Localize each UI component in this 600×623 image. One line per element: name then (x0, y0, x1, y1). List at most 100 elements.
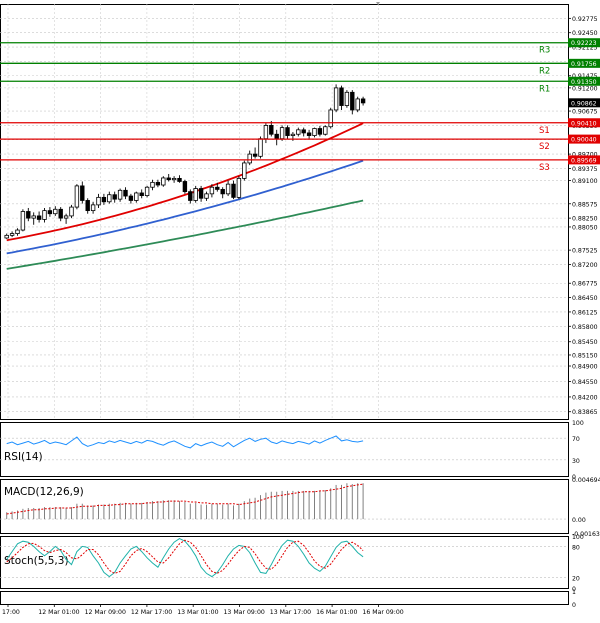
candle-body (96, 196, 101, 206)
candle-body (150, 181, 155, 188)
candle-body (58, 208, 63, 219)
time-tick-label: 17:00 (2, 609, 20, 616)
time-axis: 17:00 12 Mar 01:00 12 Mar 09:00 12 Mar 17:0… (2, 604, 404, 616)
sub-pane-frame (0, 422, 569, 477)
candle-body (26, 211, 31, 219)
candle-body (193, 188, 198, 201)
indicator-tick-label: 0.004694 (572, 477, 600, 484)
price-tick-label: 0.84900 (572, 364, 598, 371)
moving-average-red (6, 122, 364, 242)
price-tick-label: 0.86775 (572, 281, 598, 288)
price-tick-label: 0.84550 (572, 379, 598, 386)
price-tick-label: 0.86125 (572, 309, 598, 316)
candle-body (269, 125, 274, 135)
indicator-title: Stoch(5,5,3) (4, 555, 69, 567)
sub-pane-frame (0, 591, 569, 605)
level-price-label: 0.90040 (571, 137, 597, 144)
candle-body (355, 98, 360, 111)
stoch-d-line (6, 539, 364, 574)
candle-body (204, 193, 209, 199)
candle-body (166, 177, 171, 181)
indicator-tick-label: -0.00163 (572, 531, 600, 538)
candle-body (4, 234, 9, 239)
candle-body (107, 194, 112, 203)
candle-body (161, 177, 166, 186)
candle-body (258, 138, 263, 157)
candle-body (47, 210, 53, 215)
candle-body (42, 210, 47, 220)
main-price-pane[interactable]: 0.927750.924500.921250.918000.914750.912… (0, 2, 600, 420)
current-price-tag (568, 98, 600, 108)
candle-body (144, 186, 150, 197)
level-name-s2: S2 (539, 142, 550, 152)
candle-body (209, 186, 215, 195)
candle-body (279, 127, 285, 140)
level-name-s3: S3 (539, 163, 550, 173)
candle-body (290, 133, 296, 136)
price-tick-label: 0.85150 (572, 352, 598, 359)
candle-body (333, 87, 339, 111)
indicator-tick-label: 1 (572, 589, 576, 596)
price-tick-label: 0.90675 (572, 109, 598, 116)
main-pane-frame (0, 4, 569, 420)
candle-body (53, 208, 58, 215)
time-tick-label: 16 Mar 01:00 (316, 609, 357, 616)
candle-body (296, 129, 301, 135)
indicator-tick-label: 0.00 (572, 517, 586, 524)
candle-body (323, 126, 328, 135)
price-tick-label: 0.88250 (572, 216, 598, 223)
indicator-tick-label: 100 (572, 420, 584, 427)
indicator-tick-label: 30 (572, 458, 580, 465)
candle-body (134, 192, 139, 201)
candle-body (63, 215, 69, 219)
stoch-pane[interactable]: 100 80 20 0 Stoch(5,5,3) (0, 534, 584, 593)
empty-indicator-pane[interactable]: 10 (0, 589, 577, 609)
price-tick-label: 0.87525 (572, 248, 598, 255)
candle-body (350, 91, 355, 111)
rsi-line (6, 435, 364, 449)
level-price-tag (568, 58, 600, 68)
level-price-label: 0.91350 (571, 79, 597, 86)
chart-shift-icon (376, 2, 380, 5)
level-price-label: 0.91756 (571, 61, 597, 68)
time-tick-label: 12 Mar 17:00 (131, 609, 172, 616)
time-tick-label: 12 Mar 09:00 (85, 609, 126, 616)
rsi-pane[interactable]: 100 70 30 0 RSI(14) (0, 420, 584, 481)
candle-body (306, 132, 312, 136)
candle-body (171, 177, 177, 181)
moving-average-green (6, 199, 364, 270)
candle-body (312, 128, 317, 136)
price-tick-label: 0.92450 (572, 30, 598, 37)
level-name-r2: R2 (539, 66, 550, 76)
moving-average-blue (6, 159, 364, 255)
time-tick-label: 16 Mar 09:00 (362, 609, 403, 616)
level-price-tag (568, 76, 600, 86)
candle-body (263, 125, 269, 140)
indicator-tick-label: 0 (572, 586, 576, 593)
time-tick-label: 12 Mar 01:00 (38, 609, 79, 616)
candle-body (139, 192, 144, 197)
price-tick-label: 0.92125 (572, 45, 598, 52)
candle-body (155, 181, 161, 186)
indicator-tick-label: 80 (572, 544, 580, 551)
candle-body (80, 185, 85, 201)
candle-body (128, 195, 134, 201)
candle-body (20, 211, 26, 231)
candle-body (177, 177, 182, 182)
candle-body (301, 129, 306, 134)
candle-body (317, 128, 323, 135)
candle-body (112, 194, 117, 200)
candle-body (85, 200, 90, 212)
price-tick-label: 0.89375 (572, 166, 598, 173)
indicator-title: RSI(14) (4, 451, 43, 463)
level-price-label: 0.90410 (571, 120, 597, 127)
candle-body (198, 188, 204, 199)
current-price-label: 0.90862 (571, 100, 597, 107)
level-price-tag (568, 134, 600, 144)
candle-body (231, 183, 236, 198)
candle-body (9, 233, 15, 236)
candle-body (31, 215, 36, 219)
price-tick-label: 0.88575 (572, 201, 598, 208)
macd-pane[interactable]: 0.004694 0.00 -0.00163 MACD(12,26,9) (0, 477, 600, 538)
